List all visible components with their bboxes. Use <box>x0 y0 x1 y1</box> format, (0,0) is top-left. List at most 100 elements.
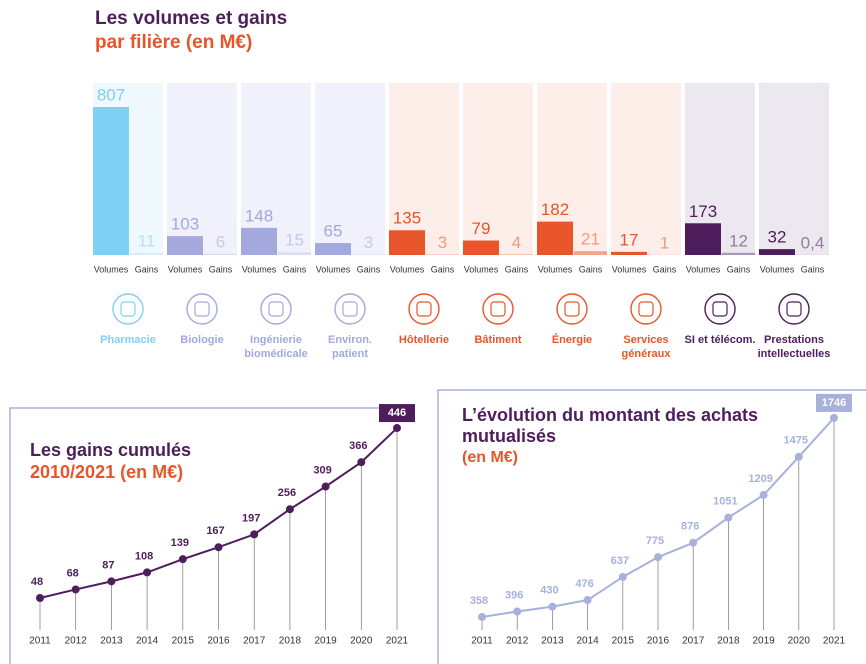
bar <box>93 107 129 255</box>
value-label: 135 <box>393 209 421 228</box>
icon <box>260 293 292 325</box>
value-label: 17 <box>620 230 639 249</box>
icon <box>416 301 432 317</box>
icon <box>186 293 218 325</box>
series-label: Volumes <box>242 264 277 274</box>
value-label: 3 <box>438 233 447 252</box>
icon <box>268 301 284 317</box>
value-label: 1746 <box>822 397 846 409</box>
value-label: 68 <box>67 567 79 579</box>
point <box>689 538 698 547</box>
panel <box>759 83 829 255</box>
value-label: 12 <box>729 231 748 250</box>
icon <box>556 293 588 325</box>
icon <box>120 301 136 317</box>
point <box>285 505 294 514</box>
point <box>107 577 116 586</box>
value-label: 11 <box>138 231 156 250</box>
value-label: 87 <box>102 559 114 571</box>
bar <box>352 254 385 255</box>
value-label: 1475 <box>784 435 808 447</box>
point <box>214 543 223 552</box>
value-label: 430 <box>540 585 558 597</box>
value-label: 15 <box>285 231 304 250</box>
value-label: 4 <box>512 233 521 252</box>
icon <box>630 293 662 325</box>
icon <box>334 293 366 325</box>
icon <box>638 301 654 317</box>
point <box>250 530 259 539</box>
series-label: Volumes <box>760 264 795 274</box>
value-label: 167 <box>206 525 224 537</box>
x-tick-label: 2017 <box>243 636 266 647</box>
bar <box>500 254 533 255</box>
series-label: Gains <box>579 264 603 274</box>
point <box>36 594 44 603</box>
icon <box>704 293 736 325</box>
bar <box>722 252 755 255</box>
bar <box>759 249 795 255</box>
panel <box>463 83 533 255</box>
series-label: Gains <box>727 264 751 274</box>
point <box>548 602 557 611</box>
series-label: Gains <box>209 264 233 274</box>
category-label: Énergie <box>551 334 593 346</box>
series-label: Gains <box>135 264 159 274</box>
icon <box>490 301 506 317</box>
value-label: 79 <box>472 219 491 238</box>
value-label: 1 <box>660 233 669 252</box>
x-tick-label: 2017 <box>682 636 705 647</box>
x-tick-label: 2015 <box>612 636 635 647</box>
category-label: Hôtellerie <box>398 334 450 346</box>
value-label: 0,4 <box>801 233 825 252</box>
category-label: Services généraux <box>621 334 671 361</box>
value-label: 65 <box>324 222 343 241</box>
value-label: 103 <box>171 215 199 234</box>
value-label: 256 <box>278 487 296 499</box>
point <box>759 490 768 499</box>
point <box>724 513 733 522</box>
x-tick-label: 2016 <box>647 636 670 647</box>
value-label: 1209 <box>748 473 772 485</box>
x-tick-label: 2013 <box>100 636 123 647</box>
x-tick-label: 2018 <box>279 636 302 647</box>
icon <box>112 293 144 325</box>
series-label: Gains <box>283 264 307 274</box>
x-tick-label: 2011 <box>29 636 51 647</box>
value-label: 139 <box>171 537 189 549</box>
bar <box>130 252 163 255</box>
bar <box>574 251 607 255</box>
icon <box>408 293 440 325</box>
value-label: 48 <box>31 576 43 588</box>
x-tick-label: 2011 <box>471 636 493 647</box>
box-border <box>437 389 866 664</box>
point <box>143 568 152 577</box>
x-tick-label: 2016 <box>207 636 230 647</box>
value-label: 366 <box>349 440 367 452</box>
panel <box>315 83 385 255</box>
category-label: Environ. patient <box>327 334 372 361</box>
value-label: 358 <box>470 595 488 607</box>
point <box>618 572 627 581</box>
value-label: 182 <box>541 200 569 219</box>
bar <box>463 240 499 255</box>
bar <box>167 236 203 255</box>
series-label: Gains <box>431 264 455 274</box>
point <box>178 555 187 564</box>
point <box>513 607 522 616</box>
panel <box>389 83 459 255</box>
point <box>478 612 486 621</box>
panel <box>611 83 681 255</box>
value-label: 476 <box>575 578 593 590</box>
point <box>321 482 330 491</box>
bar <box>611 251 647 255</box>
series-label: Volumes <box>686 264 721 274</box>
label-box <box>816 393 852 412</box>
x-tick-label: 2012 <box>506 636 529 647</box>
value-label: 3 <box>364 233 373 252</box>
value-label: 876 <box>681 521 699 533</box>
value-label: 21 <box>581 230 600 249</box>
panel <box>167 83 237 255</box>
